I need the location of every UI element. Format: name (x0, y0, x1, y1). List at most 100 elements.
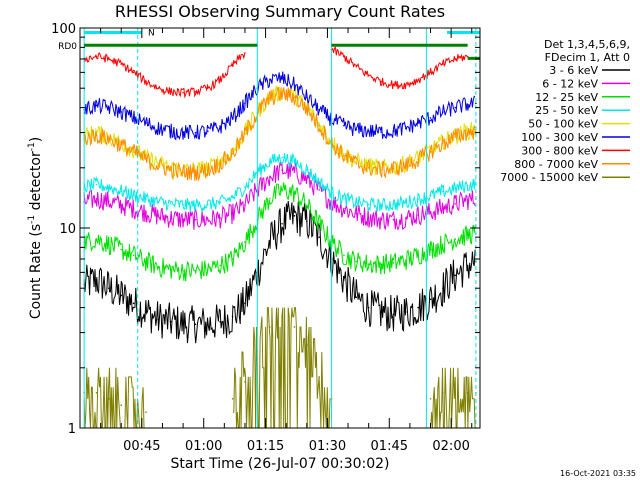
data-point-800-7000-kev (318, 124, 320, 127)
data-point-800-7000-kev (343, 154, 345, 157)
data-point-25-50-kev (108, 186, 110, 188)
data-point-25-50-kev (169, 203, 172, 205)
data-point-7000-15000-kev (132, 404, 135, 407)
y-axis-label-rest: detector (28, 151, 44, 215)
data-point-6-12-kev (194, 218, 197, 221)
data-point-3-6-kev (108, 287, 110, 290)
data-point-25-50-kev (454, 187, 457, 190)
data-point-6-12-kev (380, 218, 382, 221)
data-point-100-300-kev (442, 111, 444, 113)
data-point-50-100-kev (293, 94, 296, 97)
series-25-50-kev (83, 152, 477, 212)
data-point-100-300-kev (182, 131, 184, 134)
data-point-12-25-kev (132, 254, 135, 257)
data-point-6-12-kev (95, 197, 98, 200)
data-point-3-6-kev (145, 311, 147, 313)
data-point-6-12-kev (404, 217, 407, 219)
data-point-100-300-kev (417, 122, 419, 124)
data-point-100-300-kev (343, 124, 345, 127)
x-axis: 00:45 01:00 01:15 01:30 01:45 02:00 (79, 28, 473, 454)
data-point-12-25-kev (244, 241, 246, 243)
data-point-300-800-kev (429, 71, 432, 74)
x-axis-label: Start Time (26-Jul-07 00:30:02) (170, 456, 389, 472)
data-point-800-7000-kev (454, 136, 457, 138)
data-point-800-7000-kev (219, 162, 222, 165)
data-point-6-12-kev (429, 211, 432, 213)
y-axis-label-close: ) (28, 137, 44, 142)
chart-title: RHESSI Observing Summary Count Rates (115, 2, 445, 21)
data-point-25-50-kev (207, 203, 209, 206)
data-point-12-25-kev (380, 263, 382, 265)
data-point-300-800-kev (194, 90, 197, 93)
data-point-25-50-kev (355, 201, 358, 204)
series-line-800-7000-kev (83, 86, 476, 182)
data-point-12-25-kev (318, 222, 320, 225)
data-point-800-7000-kev (293, 96, 296, 99)
y-axis: 1 10 100 (51, 22, 480, 437)
data-point-6-12-kev (145, 211, 147, 213)
legend-label: 7000 - 15000 keV (500, 171, 598, 184)
data-point-100-300-kev (132, 117, 135, 119)
data-point-25-50-kev (306, 169, 308, 171)
data-point-12-25-kev (108, 243, 110, 245)
series-line-300-800-kev (83, 46, 468, 99)
data-point-800-7000-kev (355, 162, 358, 165)
data-point-12-25-kev (182, 270, 184, 272)
data-point-800-7000-kev (429, 151, 432, 153)
data-point-6-12-kev (132, 207, 135, 210)
x-tick-label: 01:45 (371, 439, 408, 454)
series-6-12-kev (83, 161, 477, 231)
data-point-7000-15000-kev (454, 391, 457, 394)
data-point-800-7000-kev (367, 166, 370, 169)
legend-label: 3 - 6 keV (549, 64, 598, 77)
data-point-3-6-kev (318, 236, 320, 238)
data-point-3-6-kev (454, 274, 457, 277)
data-point-25-50-kev (182, 204, 184, 207)
legend-label: 50 - 100 keV (528, 118, 598, 131)
data-point-800-7000-kev (231, 152, 234, 155)
data-point-12-25-kev (355, 260, 358, 263)
data-point-100-300-kev (157, 127, 160, 130)
data-point-6-12-kev (268, 176, 271, 178)
data-point-100-300-kev (145, 122, 147, 124)
n-label: N (148, 28, 155, 38)
legend-entry-50-100-kev: 50 - 100 keV (528, 118, 630, 131)
data-point-3-6-kev (132, 302, 135, 305)
y-axis-label-main: Count Rate (s (28, 224, 44, 319)
data-point-12-25-kev (95, 238, 98, 240)
data-point-6-12-kev (318, 189, 320, 191)
series-line-100-300-kev (83, 71, 476, 141)
data-point-50-100-kev (355, 160, 358, 163)
data-point-6-12-kev (182, 218, 184, 221)
data-point-3-6-kev (392, 313, 395, 316)
data-point-50-100-kev (380, 166, 382, 169)
rd-label: RD0 (58, 42, 77, 52)
data-point-12-25-kev (466, 234, 469, 237)
data-point-3-6-kev (207, 323, 209, 326)
data-point-12-25-kev (343, 254, 345, 257)
data-point-12-25-kev (306, 204, 308, 207)
legend-entry-7000-15000-kev: 7000 - 15000 keV (500, 171, 630, 184)
series-line-7000-15000-kev (83, 307, 476, 428)
data-point-100-300-kev (219, 126, 222, 128)
legend-label: 300 - 800 keV (521, 144, 598, 157)
data-point-12-25-kev (442, 243, 444, 245)
data-point-6-12-kev (417, 214, 419, 216)
data-point-300-800-kev (442, 63, 444, 65)
data-point-800-7000-kev (182, 171, 184, 174)
data-point-6-12-kev (231, 212, 234, 215)
data-point-25-50-kev (417, 198, 419, 201)
legend-entry-6-12-kev: 6 - 12 keV (542, 77, 630, 90)
data-point-100-300-kev (466, 103, 469, 106)
legend-label: 12 - 25 keV (535, 91, 598, 104)
data-point-7000-15000-kev (281, 315, 283, 318)
data-point-300-800-kev (95, 55, 98, 58)
data-point-7000-15000-kev (231, 397, 234, 400)
data-point-3-6-kev (293, 215, 296, 217)
data-point-800-7000-kev (392, 167, 395, 170)
y-tick-label: 1 (68, 422, 76, 437)
data-point-6-12-kev (281, 169, 283, 171)
y-axis-label: Count Rate (s-1 detector-1) (27, 137, 44, 319)
data-point-25-50-kev (466, 184, 469, 187)
data-point-12-25-kev (219, 264, 222, 267)
